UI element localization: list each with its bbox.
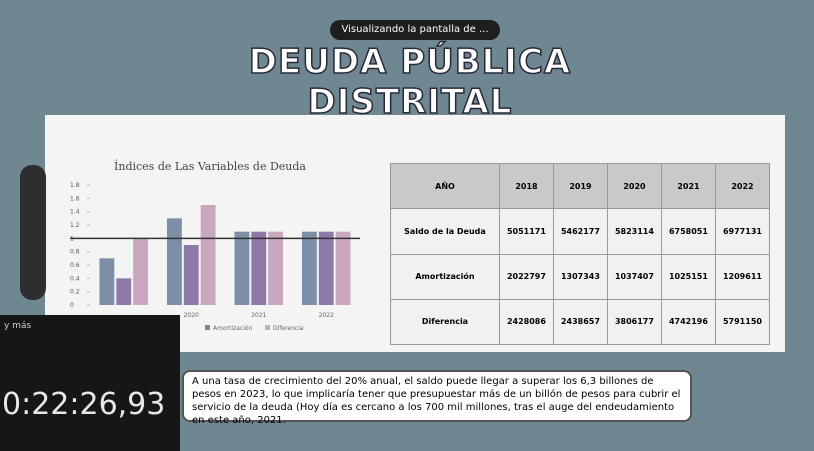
bar (319, 232, 334, 305)
y-tick-label: 0.6 (70, 262, 80, 269)
slide-title: DEUDA PÚBLICA DISTRITAL (150, 42, 670, 122)
table-cell: Amortización (391, 254, 500, 299)
bar (234, 232, 249, 305)
legend-label: Amortización (213, 325, 253, 332)
table-cell: 5823114 (607, 209, 661, 254)
bar (201, 205, 216, 305)
bar (167, 218, 182, 305)
y-tick-label: 1.4 (70, 209, 80, 216)
bar (302, 232, 317, 305)
y-tick-label: 0.2 (70, 289, 80, 296)
table-cell: 1209611 (715, 254, 769, 299)
header-cell: 2020 (607, 164, 661, 209)
bar (184, 245, 199, 305)
table-cell: 1025151 (661, 254, 715, 299)
bar (133, 238, 148, 305)
x-tick-label: 2020 (184, 312, 199, 319)
y-tick-label: 1.8 (70, 182, 80, 189)
y-tick-label: 0.8 (70, 249, 80, 256)
x-tick-label: 2022 (319, 312, 334, 319)
header-cell: 2021 (661, 164, 715, 209)
y-tick-label: 0.4 (70, 275, 80, 282)
bar (268, 232, 283, 305)
toolbar[interactable] (20, 165, 46, 300)
bar (251, 232, 266, 305)
timer-window: y más 0:22:26,93 (0, 315, 180, 451)
bar (116, 278, 131, 305)
y-tick-label: 0 (70, 302, 74, 309)
table-cell: 5051171 (499, 209, 553, 254)
x-tick-label: 2021 (251, 312, 266, 319)
table-cell: 5791150 (715, 299, 769, 344)
timer: 0:22:26,93 (2, 387, 165, 422)
table-cell: 2438657 (553, 299, 607, 344)
table-cell: Diferencia (391, 299, 500, 344)
slide: Visualizando la pantalla de ... DEUDA PÚ… (0, 0, 814, 451)
table-cell: Saldo de la Deuda (391, 209, 500, 254)
table-cell: 2022797 (499, 254, 553, 299)
table-cell: 5462177 (553, 209, 607, 254)
legend-label: Diferencia (273, 325, 304, 332)
y-tick-label: 1.2 (70, 222, 80, 229)
table-cell: 1037407 (607, 254, 661, 299)
table-cell: 3806177 (607, 299, 661, 344)
table-cell: 6977131 (715, 209, 769, 254)
chart-title: Índices de Las Variables de Deuda (114, 159, 306, 173)
table-cell: 6758051 (661, 209, 715, 254)
note: A una tasa de crecimiento del 20% anual,… (182, 370, 692, 422)
header-cell: 2018 (499, 164, 553, 209)
table-cell: 2428086 (499, 299, 553, 344)
legend-swatch (205, 325, 210, 330)
share-banner: Visualizando la pantalla de ... (330, 20, 500, 40)
header-cell: 2022 (715, 164, 769, 209)
window-title: y más (4, 321, 31, 331)
bar (99, 258, 114, 305)
header-cell: 2019 (553, 164, 607, 209)
header-cell: AÑO (391, 164, 500, 209)
y-tick-label: 1.6 (70, 195, 80, 202)
table-cell: 1307343 (553, 254, 607, 299)
legend-swatch (265, 325, 270, 330)
bar (336, 232, 351, 305)
table-cell: 4742196 (661, 299, 715, 344)
